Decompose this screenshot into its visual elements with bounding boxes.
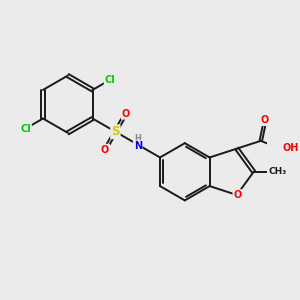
Text: O: O <box>101 145 109 154</box>
Text: CH₃: CH₃ <box>268 167 287 176</box>
Text: Cl: Cl <box>20 124 31 134</box>
Text: N: N <box>134 141 142 151</box>
Text: H: H <box>134 134 141 143</box>
Text: S: S <box>111 125 120 138</box>
Text: OH: OH <box>283 143 299 153</box>
Text: O: O <box>233 190 242 200</box>
Text: O: O <box>122 109 130 119</box>
Text: O: O <box>261 115 269 125</box>
Text: Cl: Cl <box>105 75 115 85</box>
